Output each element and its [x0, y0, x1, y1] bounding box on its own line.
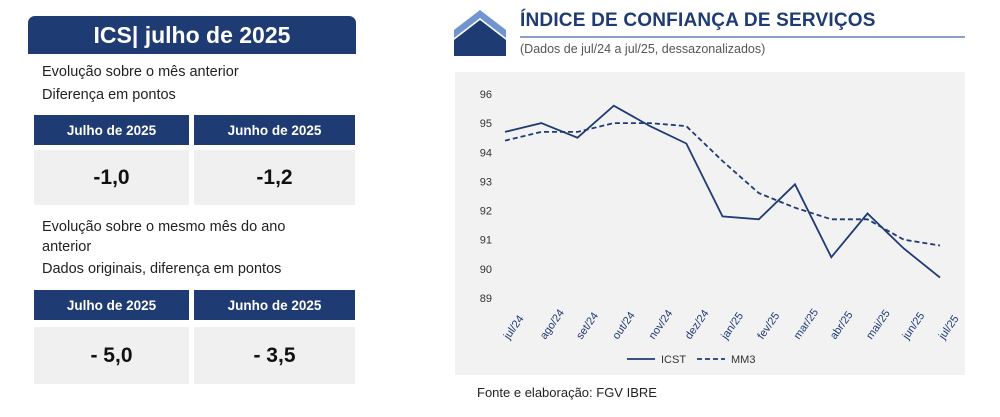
y-tick-label: 92	[480, 206, 492, 218]
source-note: Fonte e elaboração: FGV IBRE	[477, 385, 657, 400]
y-tick-label: 95	[480, 118, 492, 130]
x-tick-label: out/24	[610, 310, 637, 342]
y-tick-label: 89	[480, 293, 492, 305]
x-tick-label: nov/24	[647, 308, 676, 342]
section1-caption: Evolução sobre o mês anterior	[42, 64, 239, 80]
series-line-mm3	[504, 122, 941, 247]
section1-subcaption: Diferença em pontos	[42, 87, 176, 103]
y-tick-label: 94	[480, 147, 492, 159]
x-tick-label: jun/25	[900, 310, 928, 342]
line-chart: 89 90 91 92 93 94 95 96 jul/24 ago/24 set/24 out/2…	[480, 89, 962, 366]
y-tick-label: 91	[480, 235, 492, 247]
table1-header-current: Julho de 2025	[34, 115, 189, 145]
chart-area: 89 90 91 92 93 94 95 96 jul/24 ago/24 set/24 out/2…	[455, 72, 965, 375]
section2-caption-cont: anterior	[42, 239, 92, 255]
y-tick-label: 96	[480, 89, 492, 101]
panel-title: ICS| julho de 2025	[28, 16, 356, 54]
table2-value-current: - 5,0	[34, 327, 189, 384]
x-tick-label: mai/25	[864, 308, 893, 342]
x-tick-label: set/24	[574, 310, 601, 341]
section2-subcaption: Dados originais, diferença em pontos	[42, 261, 282, 277]
x-tick-label: jul/25	[936, 313, 961, 342]
table2-header-current: Julho de 2025	[34, 290, 189, 320]
x-tick-label: abr/25	[828, 309, 856, 341]
x-tick-label: dez/24	[683, 308, 712, 342]
y-tick-label: 90	[480, 264, 492, 276]
table2-header-previous: Junho de 2025	[194, 290, 355, 320]
legend-label: ICST	[661, 354, 686, 366]
series-line-icst	[504, 104, 941, 279]
x-tick-label: fev/25	[755, 310, 782, 341]
x-tick-label: jan/25	[719, 310, 747, 342]
chart-subtitle: (Dados de jul/24 a jul/25, dessazonaliza…	[520, 42, 766, 56]
y-tick-label: 93	[480, 176, 492, 188]
fgv-logo-icon	[454, 10, 506, 56]
x-tick-label: ago/24	[538, 307, 567, 341]
table1-value-current: -1,0	[34, 150, 189, 205]
table1-value-previous: -1,2	[194, 150, 355, 205]
chart-title: ÍNDICE DE CONFIANÇA DE SERVIÇOS	[520, 10, 876, 31]
title-divider	[520, 36, 965, 38]
table1-header-previous: Junho de 2025	[194, 115, 355, 145]
legend-label: MM3	[731, 354, 755, 366]
x-tick-label: jul/24	[501, 313, 526, 342]
x-tick-label: mar/25	[792, 307, 821, 342]
section2-caption: Evolução sobre o mesmo mês do ano	[42, 219, 286, 235]
table2-value-previous: - 3,5	[194, 327, 355, 384]
